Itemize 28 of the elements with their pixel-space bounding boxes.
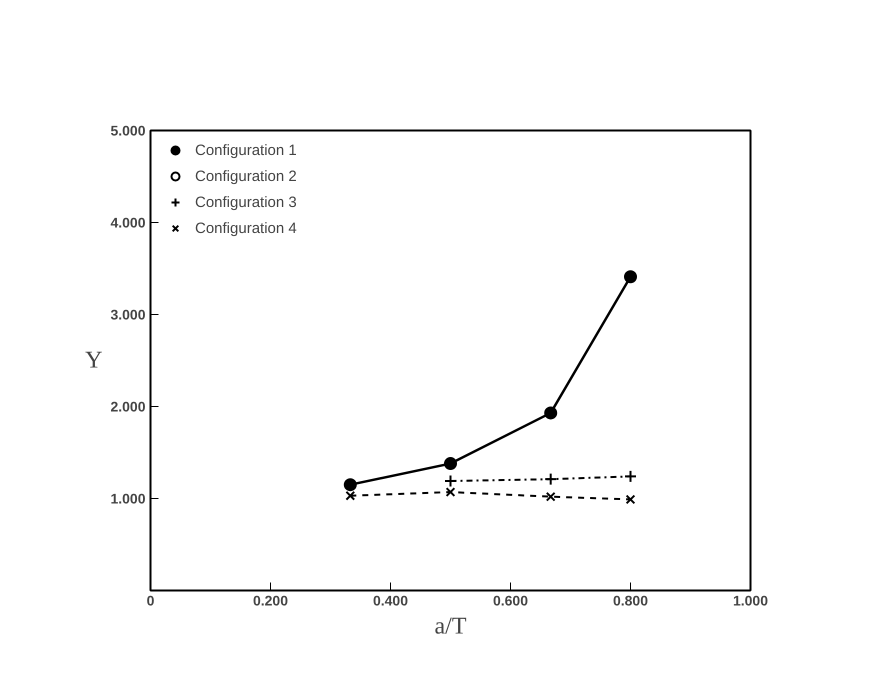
point [624, 270, 637, 284]
y-tick-label: 5.000 [110, 122, 146, 138]
y-tick-label: 2.000 [110, 398, 146, 414]
point [444, 474, 457, 488]
x-tick-label: 0 [146, 592, 155, 608]
point [446, 487, 456, 497]
y-axis-title: Y [85, 348, 102, 374]
legend-label: Configuration 2 [195, 168, 297, 184]
legend-label: Configuration 4 [195, 220, 297, 236]
x-tick-label: 0.800 [612, 592, 648, 608]
x-tick-label: 0.600 [492, 592, 528, 608]
x-tick-label: 0.200 [252, 592, 288, 608]
point [624, 470, 637, 483]
point [544, 406, 558, 420]
point [444, 457, 457, 470]
point [344, 478, 357, 492]
y-tick-label: 1.000 [110, 490, 146, 506]
legend-label: Configuration 1 [195, 142, 297, 158]
point [626, 494, 636, 504]
x-tick-label: 0.400 [372, 592, 408, 608]
x-axis-title: a/T [434, 614, 467, 640]
point [546, 492, 556, 502]
x-tick-label: 1.000 [732, 592, 768, 608]
point [345, 490, 356, 501]
y-tick-label: 3.000 [110, 306, 146, 322]
legend-label: Configuration 3 [195, 194, 297, 210]
y-tick-label: 4.000 [110, 214, 146, 230]
point [544, 472, 558, 486]
